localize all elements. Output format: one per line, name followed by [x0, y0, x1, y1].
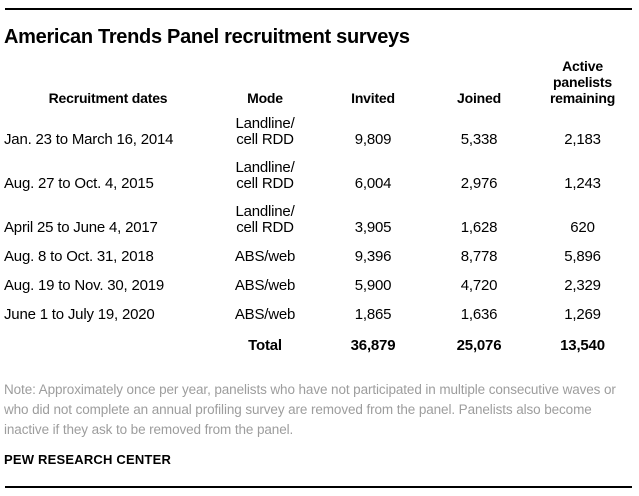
- total-active: 13,540: [560, 337, 605, 354]
- cell-dates: Jan. 23 to March 16, 2014: [4, 131, 174, 148]
- cell-invited: 3,905: [354, 219, 392, 236]
- cell-joined: 8,778: [460, 248, 498, 265]
- cell-mode: ABS/web: [234, 277, 296, 294]
- cell-invited: 9,809: [354, 131, 392, 148]
- cell-mode: Landline/ cell RDD: [235, 159, 295, 192]
- cell-active: 2,183: [564, 131, 601, 148]
- table-total-row: Total 36,879 25,076 13,540: [4, 331, 635, 362]
- footnote: Note: Approximately once per year, panel…: [4, 382, 616, 437]
- table-row: Jan. 23 to March 16, 2014 Landline/ cell…: [4, 112, 635, 156]
- cell-dates: Aug. 8 to Oct. 31, 2018: [4, 248, 154, 265]
- cell-joined: 4,720: [460, 277, 498, 294]
- cell-dates: Aug. 27 to Oct. 4, 2015: [4, 175, 154, 192]
- header-active-panelists-remaining: Active panelists remaining: [549, 58, 616, 106]
- table-row: June 1 to July 19, 2020 ABS/web 1,865 1,…: [4, 302, 635, 331]
- cell-dates: April 25 to June 4, 2017: [4, 219, 158, 236]
- table-row: Aug. 8 to Oct. 31, 2018 ABS/web 9,396 8,…: [4, 244, 635, 273]
- cell-active: 1,269: [564, 306, 601, 323]
- table-row: April 25 to June 4, 2017 Landline/ cell …: [4, 200, 635, 244]
- cell-dates-empty: [4, 331, 212, 362]
- header-invited: Invited: [351, 90, 395, 106]
- header-joined: Joined: [457, 90, 501, 106]
- cell-mode: ABS/web: [234, 306, 296, 323]
- total-joined: 25,076: [456, 337, 502, 354]
- cell-active: 5,896: [564, 248, 601, 265]
- top-rule: [5, 8, 632, 10]
- cell-dates: Aug. 19 to Nov. 30, 2019: [4, 277, 165, 294]
- total-label: Total: [248, 337, 282, 354]
- total-invited: 36,879: [350, 337, 396, 354]
- header-mode: Mode: [247, 90, 283, 106]
- bottom-rule: [5, 486, 632, 488]
- cell-joined: 5,338: [460, 131, 498, 148]
- table-row: Aug. 27 to Oct. 4, 2015 Landline/ cell R…: [4, 156, 635, 200]
- table-row: Aug. 19 to Nov. 30, 2019 ABS/web 5,900 4…: [4, 273, 635, 302]
- cell-joined: 1,628: [460, 219, 498, 236]
- cell-joined: 1,636: [460, 306, 498, 323]
- cell-mode: ABS/web: [234, 248, 296, 265]
- cell-invited: 9,396: [354, 248, 392, 265]
- cell-active: 2,329: [564, 277, 601, 294]
- header-recruitment-dates: Recruitment dates: [48, 90, 168, 106]
- source-attribution: PEW RESEARCH CENTER: [4, 452, 172, 467]
- cell-joined: 2,976: [460, 175, 498, 192]
- cell-dates: June 1 to July 19, 2020: [4, 306, 155, 323]
- cell-invited: 6,004: [354, 175, 392, 192]
- cell-invited: 1,865: [354, 306, 392, 323]
- cell-mode: Landline/ cell RDD: [235, 203, 295, 236]
- cell-active: 1,243: [564, 175, 601, 192]
- cell-invited: 5,900: [354, 277, 392, 294]
- recruitment-surveys-table: Recruitment dates Mode Invited Joined Ac…: [4, 58, 635, 362]
- cell-active: 620: [570, 219, 595, 236]
- page-title: American Trends Panel recruitment survey…: [4, 26, 410, 48]
- table-header-row: Recruitment dates Mode Invited Joined Ac…: [4, 58, 635, 112]
- cell-mode: Landline/ cell RDD: [235, 115, 295, 148]
